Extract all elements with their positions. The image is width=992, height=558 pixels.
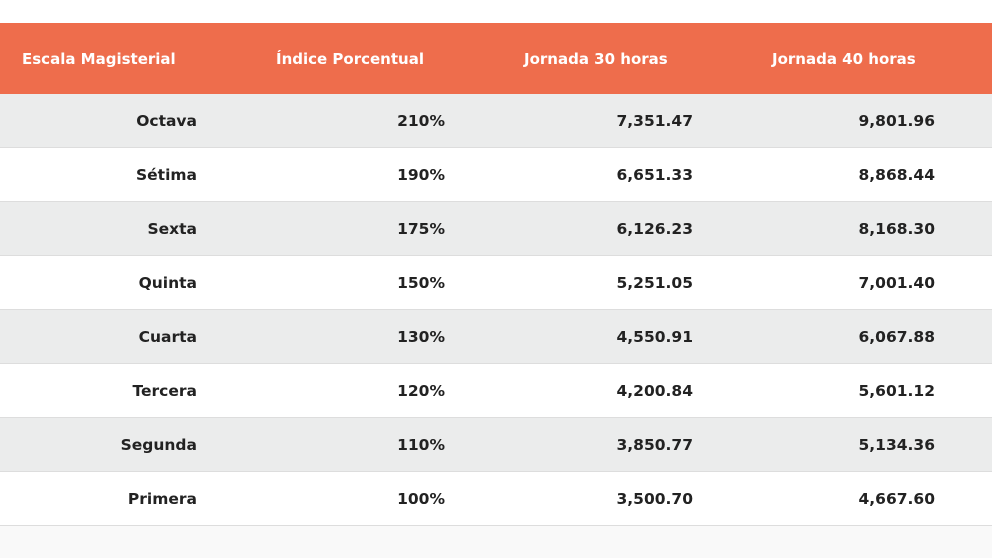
header-cell: Jornada 30 horas: [524, 49, 668, 68]
table-cell: 100%: [397, 489, 445, 508]
table-cell: 110%: [397, 435, 445, 454]
table-cell: 150%: [397, 273, 445, 292]
table-cell: 5,601.12: [858, 381, 936, 400]
table-cell: 5,251.05: [616, 273, 694, 292]
table-row: Sétima 190% 6,651.33 8,868.44: [0, 148, 992, 202]
table-cell: 130%: [397, 327, 445, 346]
table-header: Escala Magisterial Índice Porcentual Jorna…: [0, 23, 992, 94]
table-cell: 190%: [397, 165, 445, 184]
table-row: Segunda 110% 3,850.77 5,134.36: [0, 418, 992, 472]
table-row: Primera 100% 3,500.70 4,667.60: [0, 472, 992, 526]
header-cell: Índice Porcentual: [276, 49, 424, 68]
table-cell: 7,001.40: [858, 273, 936, 292]
header-cell: Escala Magisterial: [22, 49, 176, 68]
table-cell: 8,868.44: [858, 165, 936, 184]
table-cell: 6,067.88: [858, 327, 936, 346]
table-cell: 210%: [397, 111, 445, 130]
table-cell: 3,500.70: [616, 489, 694, 508]
table-cell: 3,850.77: [616, 435, 694, 454]
table-body: Octava 210% 7,351.47 9,801.96 Sétima 190% 6,65…: [0, 94, 992, 526]
table-cell: 6,651.33: [616, 165, 694, 184]
table-cell: Quinta: [138, 273, 197, 292]
table-cell: Tercera: [132, 381, 197, 400]
table-cell: 9,801.96: [858, 111, 936, 130]
table-cell: Cuarta: [138, 327, 197, 346]
table-cell: Sexta: [147, 219, 197, 238]
table-cell: 4,550.91: [616, 327, 694, 346]
table-cell: 8,168.30: [858, 219, 936, 238]
table-cell: 175%: [397, 219, 445, 238]
table-cell: 7,351.47: [616, 111, 694, 130]
table-cell: 6,126.23: [616, 219, 694, 238]
table-row: Quinta 150% 5,251.05 7,001.40: [0, 256, 992, 310]
table-cell: 5,134.36: [858, 435, 936, 454]
table-row: Cuarta 130% 4,550.91 6,067.88: [0, 310, 992, 364]
header-cell: Jornada 40 horas: [772, 49, 916, 68]
top-margin: [0, 0, 992, 23]
table-cell: 4,667.60: [858, 489, 936, 508]
table-cell: Sétima: [135, 165, 197, 184]
table-cell: 120%: [397, 381, 445, 400]
table-row: Tercera 120% 4,200.84 5,601.12: [0, 364, 992, 418]
table-row: Sexta 175% 6,126.23 8,168.30: [0, 202, 992, 256]
table-cell: Octava: [136, 111, 197, 130]
table-row: Octava 210% 7,351.47 9,801.96: [0, 94, 992, 148]
table-cell: Segunda: [120, 435, 197, 454]
table-cell: Primera: [127, 489, 197, 508]
table-cell: 4,200.84: [616, 381, 694, 400]
